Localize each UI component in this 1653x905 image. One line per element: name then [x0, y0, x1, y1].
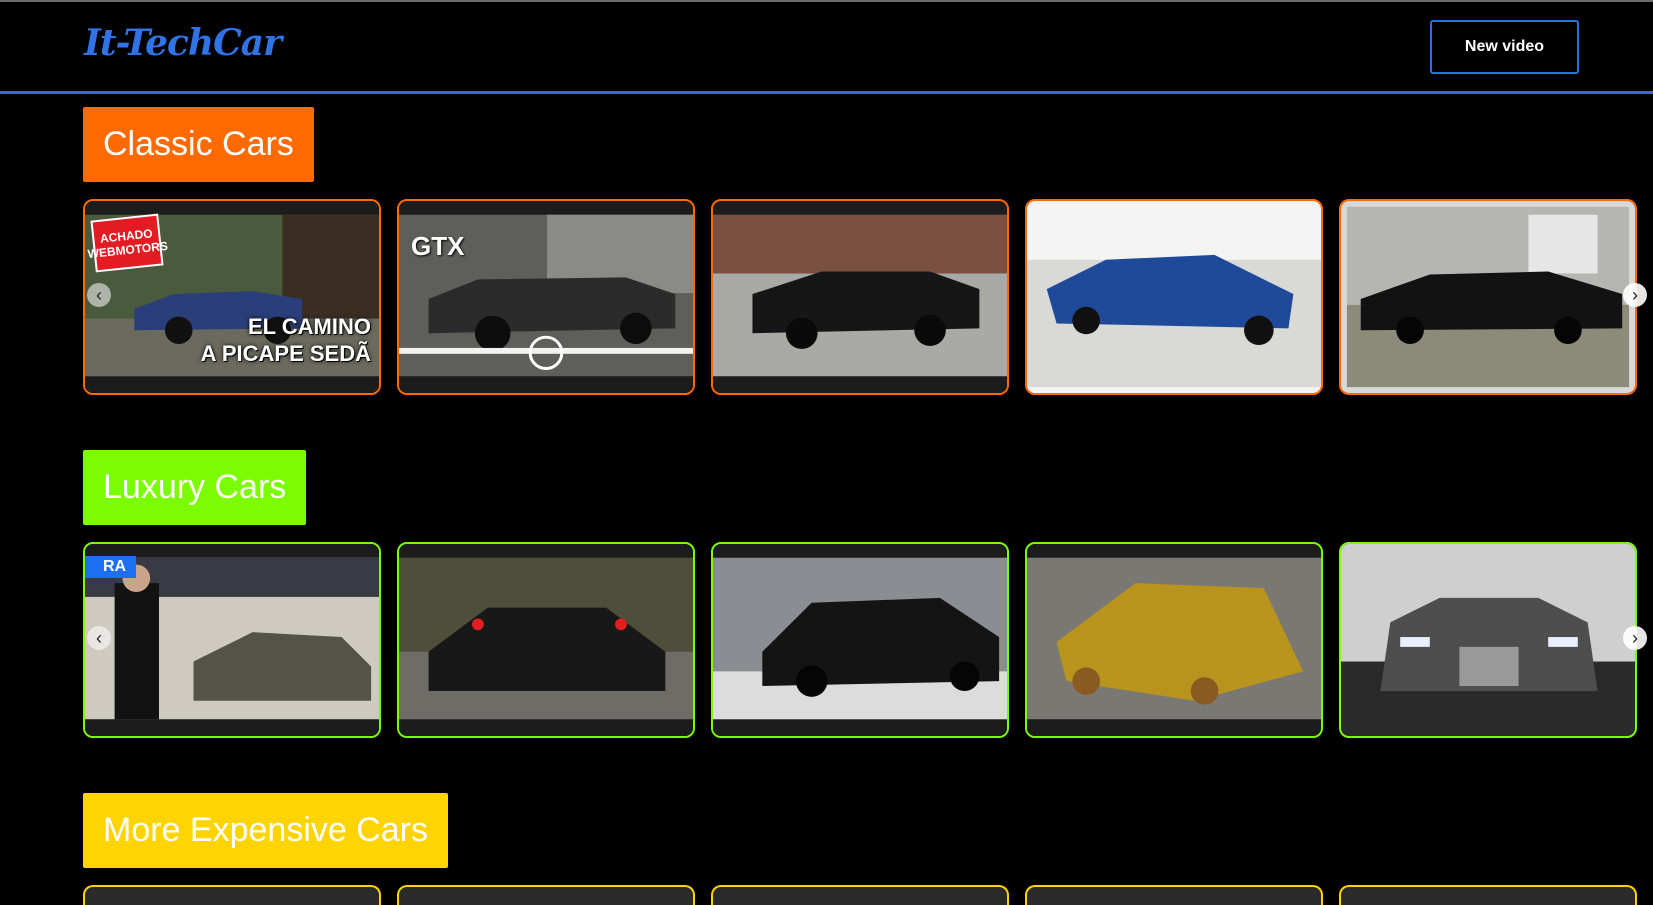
section-title-expensive: More Expensive Cars — [83, 793, 449, 868]
site-header: It-TechCar New video — [0, 2, 1653, 94]
video-thumbnail — [399, 544, 693, 736]
video-card[interactable] — [83, 885, 381, 905]
chevron-right-icon: › — [1632, 284, 1638, 305]
video-card[interactable] — [1025, 542, 1323, 738]
video-card[interactable]: RA — [83, 542, 381, 738]
video-card[interactable] — [1339, 885, 1637, 905]
carousel-expensive — [83, 885, 1653, 905]
video-card[interactable] — [1025, 199, 1323, 395]
webmotors-logo: ACHADO WEBMOTORS — [87, 213, 168, 273]
section-title-luxury: Luxury Cars — [83, 450, 307, 525]
video-card[interactable] — [397, 542, 695, 738]
video-thumbnail — [399, 201, 693, 393]
carousel-prev-button[interactable]: ‹ — [87, 626, 111, 650]
card-caption: EL CAMINO A PICAPE SEDÃ — [200, 314, 371, 366]
video-thumbnail — [1341, 544, 1635, 736]
new-video-button[interactable]: New video — [1430, 20, 1579, 74]
video-card[interactable] — [711, 885, 1009, 905]
chevron-left-icon: ‹ — [96, 627, 102, 648]
carousel-classic: ACHADO WEBMOTORS EL CAMINO A PICAPE SEDÃ… — [83, 199, 1653, 395]
video-card[interactable] — [397, 885, 695, 905]
video-card[interactable]: ACHADO WEBMOTORS EL CAMINO A PICAPE SEDÃ — [83, 199, 381, 395]
carousel-next-button[interactable]: › — [1623, 283, 1647, 307]
card-tag: GTX — [411, 231, 465, 261]
video-card[interactable] — [711, 199, 1009, 395]
video-thumbnail — [1027, 201, 1321, 393]
video-thumbnail — [713, 544, 1007, 736]
site-logo[interactable]: It-TechCar — [84, 22, 282, 64]
chevron-left-icon: ‹ — [96, 284, 102, 305]
section-title-classic: Classic Cars — [83, 107, 314, 182]
video-thumbnail — [713, 201, 1007, 393]
top-border — [0, 0, 1653, 2]
chevron-right-icon: › — [1632, 627, 1638, 648]
video-card[interactable] — [1025, 885, 1323, 905]
video-card[interactable] — [1339, 199, 1637, 395]
video-card[interactable] — [1339, 542, 1637, 738]
video-card[interactable]: GTX — [397, 199, 695, 395]
card-badge: RA — [85, 556, 137, 578]
video-thumbnail — [1341, 201, 1635, 393]
video-card[interactable] — [711, 542, 1009, 738]
carousel-luxury: RA — [83, 542, 1653, 738]
carousel-next-button[interactable]: › — [1623, 626, 1647, 650]
carousel-prev-button[interactable]: ‹ — [87, 283, 111, 307]
video-thumbnail — [1027, 544, 1321, 736]
